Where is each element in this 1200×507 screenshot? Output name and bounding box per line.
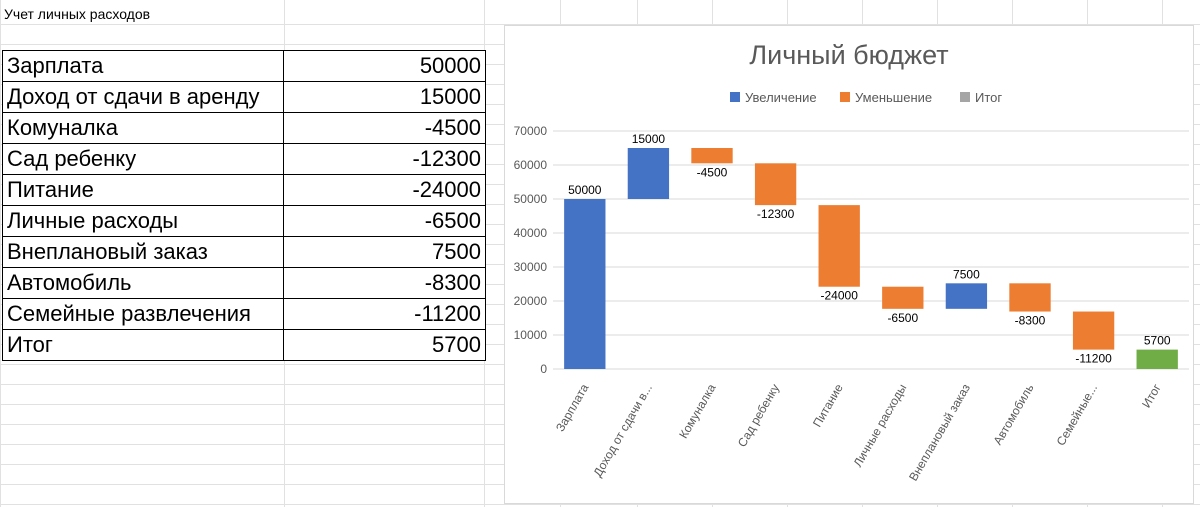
waterfall-bar [818, 205, 860, 287]
chart-canvas: Личный бюджет Увеличение Уменьшение Итог 0 10… [514, 40, 1189, 483]
y-tick-label: 30000 [514, 260, 548, 274]
table-row: Автомобиль -8300 [2, 267, 486, 299]
legend-entry: Уменьшение [855, 90, 932, 105]
sheet-title-cell[interactable]: Учет личных расходов [4, 6, 151, 22]
category-label: Итог [1139, 381, 1164, 410]
row-value-cell[interactable]: 50000 [283, 50, 486, 82]
data-label: -8300 [1015, 314, 1046, 328]
row-value-cell[interactable]: 15000 [283, 81, 486, 113]
y-tick-label: 50000 [514, 192, 548, 206]
chart-title: Личный бюджет [749, 40, 948, 70]
category-label: Семейные... [1054, 382, 1101, 449]
table-row: Сад ребенку -12300 [2, 143, 486, 175]
waterfall-bar [945, 283, 988, 309]
category-label: Доход от сдачи в... [591, 382, 655, 480]
table-row: Итог 5700 [2, 329, 486, 361]
row-label-cell[interactable]: Зарплата [2, 50, 284, 82]
category-label: Комуналка [676, 381, 719, 441]
y-tick-label: 0 [540, 362, 547, 376]
y-tick-label: 60000 [514, 158, 548, 172]
row-label-cell[interactable]: Сад ребенку [2, 143, 284, 175]
data-label: -11200 [1075, 352, 1112, 366]
row-label-cell[interactable]: Личные расходы [2, 205, 284, 237]
table-row: Комуналка -4500 [2, 112, 486, 144]
waterfall-bar [564, 199, 606, 369]
row-label-cell[interactable]: Внеплановый заказ [2, 236, 284, 268]
waterfall-chart[interactable]: Личный бюджет Увеличение Уменьшение Итог 0 10… [504, 25, 1194, 504]
legend-entry: Увеличение [745, 90, 817, 105]
row-value-cell[interactable]: -11200 [283, 298, 486, 330]
waterfall-bar [691, 148, 733, 164]
row-label-cell[interactable]: Семейные развлечения [2, 298, 284, 330]
category-label: Зарплата [553, 381, 592, 434]
data-label: 7500 [953, 267, 980, 281]
waterfall-bar [882, 286, 924, 309]
legend-swatch [960, 92, 970, 102]
y-tick-label: 70000 [514, 124, 548, 138]
row-value-cell[interactable]: -24000 [283, 174, 486, 206]
data-label: 5700 [1144, 334, 1171, 348]
data-label: -12300 [757, 207, 795, 221]
category-label: Сад ребенку [735, 382, 782, 450]
data-label: 50000 [568, 183, 602, 197]
legend-entry: Итог [975, 90, 1002, 105]
row-value-cell[interactable]: -4500 [283, 112, 486, 144]
row-label-cell[interactable]: Комуналка [2, 112, 284, 144]
row-label-cell[interactable]: Автомобиль [2, 267, 284, 299]
waterfall-bar [754, 163, 797, 206]
category-label: Автомобиль [991, 382, 1037, 448]
row-value-cell[interactable]: -8300 [283, 267, 486, 299]
row-label-cell[interactable]: Питание [2, 174, 284, 206]
table-row: Личные расходы -6500 [2, 205, 486, 237]
waterfall-bar [1072, 311, 1115, 350]
y-tick-label: 10000 [514, 328, 548, 342]
category-label: Внеплановый заказ [906, 381, 973, 483]
row-value-cell[interactable]: -12300 [283, 143, 486, 175]
data-table: Зарплата 50000 Доход от сдачи в аренду 1500… [2, 50, 486, 361]
y-tick-label: 40000 [514, 226, 548, 240]
waterfall-bar [1009, 283, 1051, 312]
legend-swatch [730, 92, 740, 102]
waterfall-bar [1136, 349, 1178, 369]
data-label: -24000 [821, 289, 859, 303]
waterfall-bar [627, 148, 670, 199]
table-row: Доход от сдачи в аренду 15000 [2, 81, 486, 113]
data-label: -6500 [887, 311, 918, 325]
data-label: 15000 [632, 132, 666, 146]
legend-swatch [840, 92, 850, 102]
row-value-cell[interactable]: -6500 [283, 205, 486, 237]
table-row: Внеплановый заказ 7500 [2, 236, 486, 268]
table-row: Питание -24000 [2, 174, 486, 206]
row-value-cell[interactable]: 7500 [283, 236, 486, 268]
y-tick-label: 20000 [514, 294, 548, 308]
data-label: -4500 [697, 165, 728, 179]
table-row: Зарплата 50000 [2, 50, 486, 82]
row-label-cell[interactable]: Итог [2, 329, 284, 361]
row-value-cell[interactable]: 5700 [283, 329, 486, 361]
row-label-cell[interactable]: Доход от сдачи в аренду [2, 81, 284, 113]
category-label: Личные расходы [851, 382, 910, 470]
table-row: Семейные развлечения -11200 [2, 298, 486, 330]
category-label: Питание [810, 381, 846, 429]
